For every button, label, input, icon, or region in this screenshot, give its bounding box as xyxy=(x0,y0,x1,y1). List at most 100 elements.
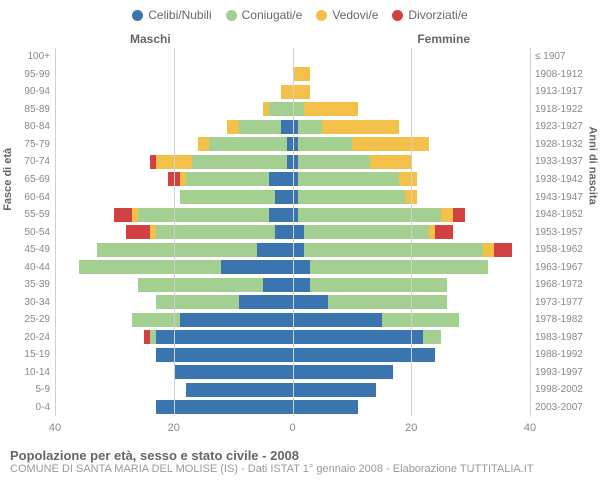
male-label: Maschi xyxy=(130,32,171,46)
female-bar xyxy=(293,172,418,186)
female-bar xyxy=(293,400,358,414)
segment-coniugati xyxy=(239,120,281,134)
female-bar xyxy=(293,102,358,116)
birth-year-label: 1923-1927 xyxy=(535,121,593,132)
segment-celibi xyxy=(263,278,293,292)
segment-coniugati xyxy=(79,260,221,274)
male-bar xyxy=(156,295,293,309)
segment-vedovi xyxy=(370,155,412,169)
age-label: 60-64 xyxy=(12,192,50,203)
legend-item: Celibi/Nubili xyxy=(132,8,211,22)
female-bar xyxy=(293,208,465,222)
x-tick-label: 20 xyxy=(405,422,417,434)
birth-year-label: 1918-1922 xyxy=(535,104,593,115)
birth-year-label: 1928-1932 xyxy=(535,139,593,150)
segment-vedovi xyxy=(293,67,311,81)
segment-coniugati xyxy=(209,137,286,151)
birth-year-label: 1993-1997 xyxy=(535,367,593,378)
segment-vedovi xyxy=(281,85,293,99)
segment-celibi xyxy=(293,295,329,309)
age-label: 35-39 xyxy=(12,279,50,290)
segment-celibi xyxy=(269,208,293,222)
age-label: 100+ xyxy=(12,51,50,62)
gridline xyxy=(411,48,412,416)
age-label: 45-49 xyxy=(12,244,50,255)
segment-celibi xyxy=(275,190,293,204)
age-label: 20-24 xyxy=(12,332,50,343)
segment-coniugati xyxy=(180,190,275,204)
gridline xyxy=(55,48,56,416)
male-bar xyxy=(79,260,293,274)
female-bar xyxy=(293,260,489,274)
segment-celibi xyxy=(156,330,293,344)
segment-vedovi xyxy=(399,172,417,186)
legend-item: Coniugati/e xyxy=(226,8,303,22)
female-bar xyxy=(293,348,436,362)
segment-vedovi xyxy=(483,243,495,257)
birth-year-label: 1983-1987 xyxy=(535,332,593,343)
female-bar xyxy=(293,85,311,99)
male-bar xyxy=(156,348,293,362)
segment-coniugati xyxy=(298,172,399,186)
segment-coniugati xyxy=(298,137,351,151)
segment-coniugati xyxy=(304,243,482,257)
segment-coniugati xyxy=(156,295,239,309)
age-label: 5-9 xyxy=(12,384,50,395)
segment-celibi xyxy=(293,400,358,414)
segment-coniugati xyxy=(293,102,305,116)
x-tick-label: 40 xyxy=(524,422,536,434)
legend-label: Vedovi/e xyxy=(332,8,378,22)
gridline xyxy=(174,48,175,416)
segment-coniugati xyxy=(269,102,293,116)
segment-coniugati xyxy=(298,190,405,204)
population-pyramid-chart: Fasce di età Anni di nascita Maschi Femm… xyxy=(0,26,600,446)
birth-year-label: 1943-1947 xyxy=(535,192,593,203)
age-label: 25-29 xyxy=(12,314,50,325)
segment-coniugati xyxy=(132,313,180,327)
footer-title: Popolazione per età, sesso e stato civil… xyxy=(10,448,590,463)
x-tick-label: 0 xyxy=(289,422,295,434)
male-bar xyxy=(168,172,293,186)
segment-coniugati xyxy=(97,243,257,257)
segment-coniugati xyxy=(382,313,459,327)
age-label: 70-74 xyxy=(12,156,50,167)
segment-celibi xyxy=(293,225,305,239)
segment-divorziati xyxy=(126,225,150,239)
segment-vedovi xyxy=(293,85,311,99)
segment-celibi xyxy=(239,295,292,309)
segment-divorziati xyxy=(435,225,453,239)
age-label: 80-84 xyxy=(12,121,50,132)
segment-vedovi xyxy=(352,137,429,151)
legend-item: Vedovi/e xyxy=(316,8,378,22)
female-bar xyxy=(293,155,412,169)
segment-celibi xyxy=(156,348,293,362)
segment-celibi xyxy=(186,383,293,397)
male-bar xyxy=(263,102,293,116)
segment-celibi xyxy=(293,278,311,292)
male-bar xyxy=(227,120,292,134)
birth-year-label: 1908-1912 xyxy=(535,69,593,80)
male-bar xyxy=(156,400,293,414)
female-bar xyxy=(293,278,447,292)
female-bar xyxy=(293,365,394,379)
age-label: 50-54 xyxy=(12,227,50,238)
female-bar xyxy=(293,137,430,151)
male-bar xyxy=(180,190,293,204)
female-bar xyxy=(293,295,447,309)
male-bar xyxy=(114,208,292,222)
legend-swatch xyxy=(226,10,237,21)
legend-swatch xyxy=(392,10,403,21)
segment-celibi xyxy=(174,365,293,379)
segment-celibi xyxy=(269,172,293,186)
legend-label: Coniugati/e xyxy=(242,8,303,22)
segment-coniugati xyxy=(423,330,441,344)
birth-year-label: 1953-1957 xyxy=(535,227,593,238)
age-label: 65-69 xyxy=(12,174,50,185)
chart-footer: Popolazione per età, sesso e stato civil… xyxy=(0,446,600,475)
segment-vedovi xyxy=(227,120,239,134)
segment-celibi xyxy=(281,120,293,134)
male-bar xyxy=(186,383,293,397)
legend-label: Celibi/Nubili xyxy=(148,8,211,22)
birth-year-label: 1938-1942 xyxy=(535,174,593,185)
female-bar xyxy=(293,383,376,397)
